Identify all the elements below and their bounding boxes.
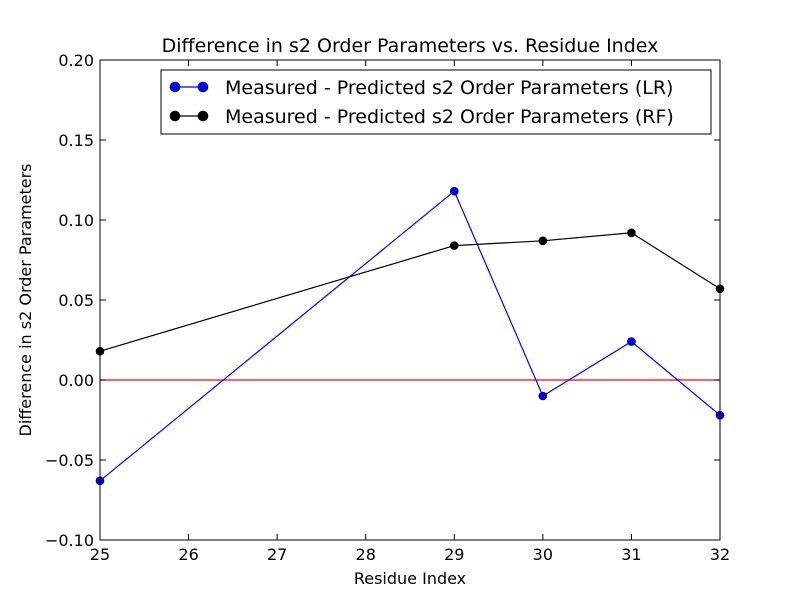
axes-ticks: 25 26 27 28 29 30 31 32 −0.10 −0.05 0.00 0.05 0.10 0.… bbox=[45, 51, 730, 564]
series-line bbox=[99, 232, 721, 352]
x-tick-label: 28 bbox=[356, 545, 376, 564]
plot-area bbox=[95, 186, 725, 486]
x-tick-label: 29 bbox=[444, 545, 464, 564]
legend-box bbox=[160, 69, 712, 135]
data-point bbox=[627, 337, 636, 346]
data-point bbox=[449, 241, 459, 250]
y-tick-label: 0.15 bbox=[58, 131, 94, 150]
y-tick-label: −0.05 bbox=[45, 451, 94, 470]
legend-label: Measured - Predicted s2 Order Parameters… bbox=[225, 77, 673, 99]
x-tick-label: 31 bbox=[621, 545, 641, 564]
x-axis-label: Residue Index bbox=[354, 569, 466, 588]
legend: Measured - Predicted s2 Order Parameters… bbox=[160, 69, 712, 135]
legend-marker bbox=[169, 81, 181, 93]
x-tick-label: 32 bbox=[710, 545, 730, 564]
series-line bbox=[99, 190, 721, 482]
data-point bbox=[538, 391, 548, 401]
legend-marker bbox=[169, 110, 181, 122]
y-tick-label: 0.00 bbox=[58, 371, 94, 390]
legend-marker bbox=[197, 110, 209, 122]
x-tick-label: 26 bbox=[178, 545, 198, 564]
data-point bbox=[627, 228, 636, 238]
x-tick-label: 30 bbox=[533, 545, 553, 564]
chart-title: Difference in s2 Order Parameters vs. Re… bbox=[162, 35, 659, 57]
legend-label: Measured - Predicted s2 Order Parameters… bbox=[225, 106, 674, 128]
y-axis-label: Difference in s2 Order Parameters bbox=[16, 164, 35, 437]
y-tick-label: 0.05 bbox=[58, 291, 94, 310]
y-tick-label: 0.20 bbox=[58, 51, 94, 70]
x-tick-label: 25 bbox=[90, 545, 110, 564]
legend-marker bbox=[197, 81, 209, 93]
y-tick-label: −0.10 bbox=[45, 531, 94, 550]
x-tick-label: 27 bbox=[267, 545, 287, 564]
data-point bbox=[449, 186, 459, 196]
data-point bbox=[538, 236, 548, 246]
y-tick-label: 0.10 bbox=[58, 211, 94, 230]
